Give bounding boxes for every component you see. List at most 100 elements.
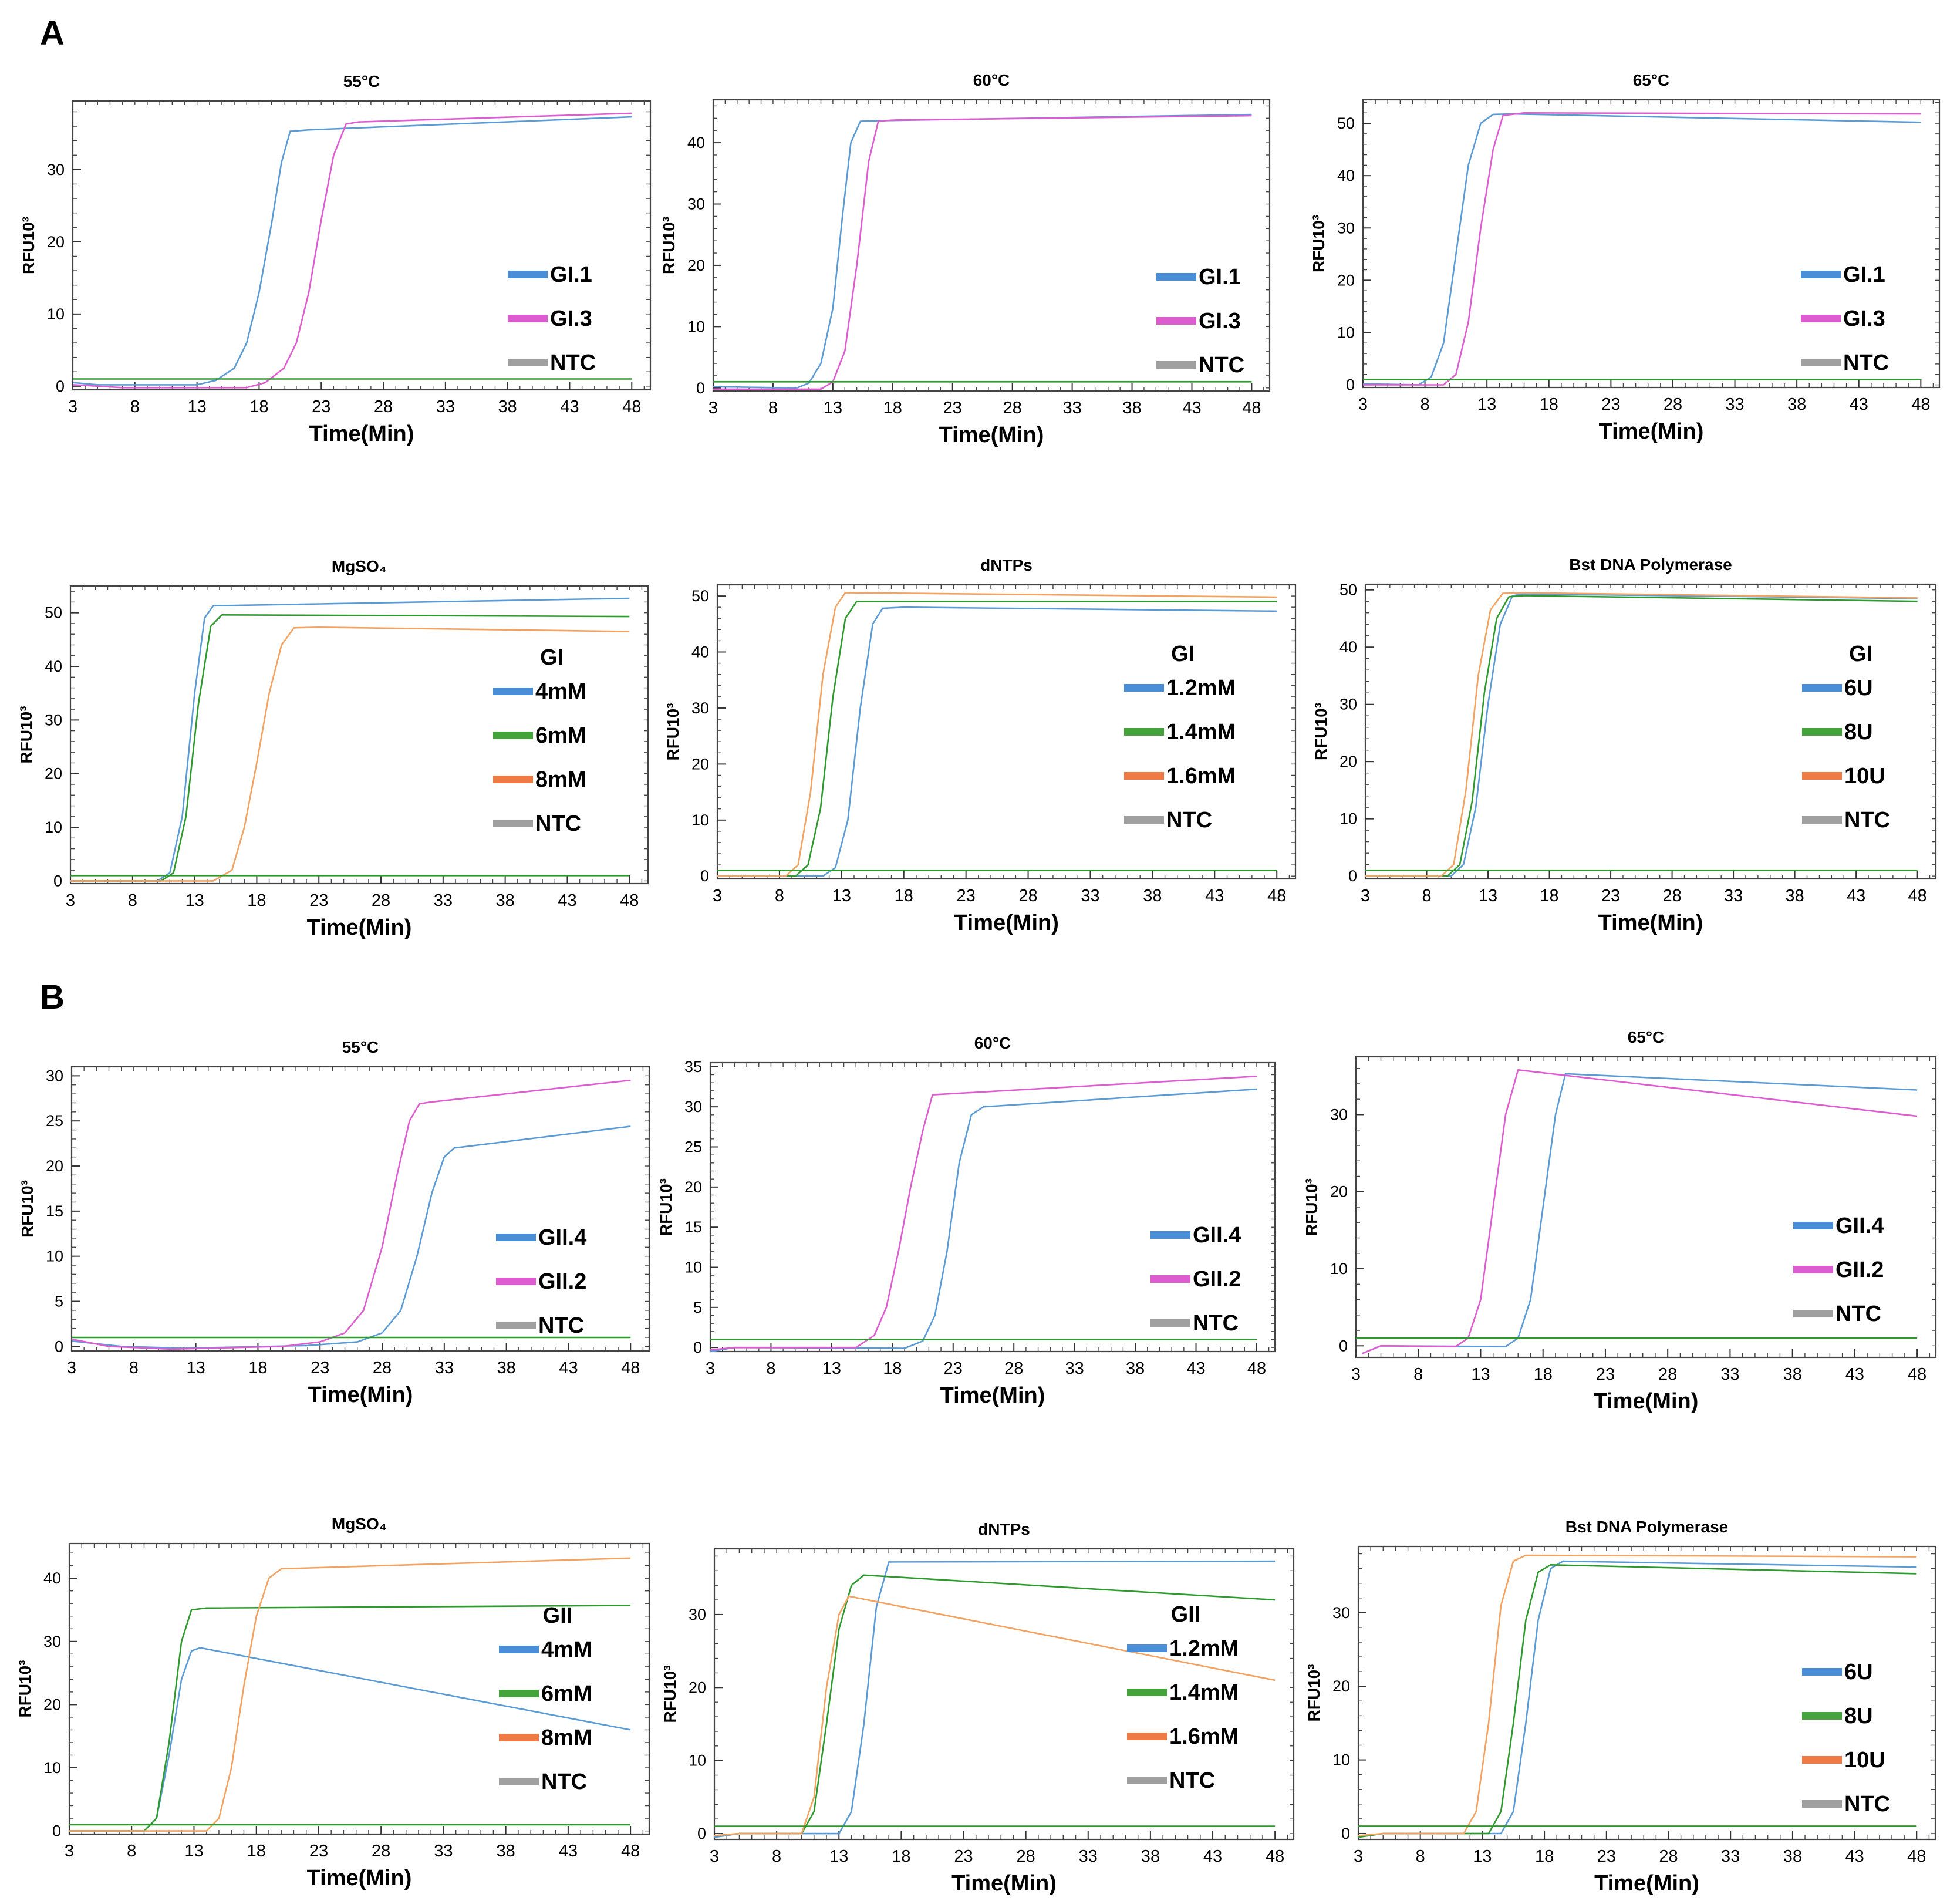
series-line-0 — [717, 606, 1277, 877]
legend-label: GII.2 — [538, 1269, 586, 1294]
chart-title: dNTPs — [978, 1520, 1030, 1538]
chart-B4: 3 8 13 18 23 28 33 38 43 48010203040MgSO₄Time(Min… — [16, 1515, 650, 1890]
x-tick-label: 8 — [772, 1847, 781, 1866]
legend: GII.4 GII.2 NTC — [496, 1225, 586, 1338]
x-tick-label: 18 — [247, 891, 266, 910]
legend-swatch — [1150, 1319, 1190, 1327]
plot-frame — [68, 1542, 650, 1835]
series-line-1 — [70, 614, 630, 882]
legend-label: NTC — [1843, 351, 1889, 375]
legend-swatch — [1156, 361, 1196, 369]
legend-swatch — [499, 1778, 539, 1785]
chart-title: 65°C — [1633, 71, 1670, 89]
y-tick-label: 10 — [43, 1759, 61, 1777]
series-line-1 — [1362, 1069, 1918, 1354]
y-tick-label: 0 — [1341, 1825, 1350, 1842]
x-tick-label: 18 — [1534, 1365, 1553, 1384]
legend-swatch — [1802, 684, 1842, 692]
x-tick-label: 23 — [1596, 1365, 1615, 1384]
y-tick-label: 20 — [687, 257, 705, 274]
x-axis-label: Time(Min) — [1594, 1389, 1699, 1414]
legend-swatch — [1802, 1712, 1842, 1720]
legend-label: 8U — [1844, 1704, 1873, 1728]
y-tick-label: 0 — [696, 379, 705, 397]
series-line-0 — [1362, 1073, 1918, 1354]
x-tick-label: 38 — [1143, 887, 1162, 905]
panel-letter-a: A — [40, 14, 65, 52]
x-tick-label: 43 — [1850, 395, 1868, 414]
legend: GI 6U 8U 10U NTC — [1802, 642, 1890, 833]
chart-B2: 3 8 13 18 23 28 33 38 43 480510152025303560°CTime… — [657, 1034, 1276, 1408]
x-tick-label: 38 — [1126, 1359, 1145, 1378]
chart-title: dNTPs — [980, 556, 1033, 574]
y-tick-label: 0 — [1348, 867, 1357, 885]
series-line-2 — [717, 592, 1277, 877]
legend-label: NTC — [1835, 1302, 1881, 1326]
legend-swatch — [499, 1734, 539, 1741]
chart-A2: 3 8 13 18 23 28 33 38 43 4801020304060°CTime(Min)… — [660, 71, 1271, 447]
y-tick-label: 40 — [45, 658, 62, 675]
series-line-2 — [714, 1595, 1276, 1837]
legend-label: 6U — [1844, 676, 1873, 700]
x-tick-label: 28 — [1658, 1365, 1677, 1384]
legend-label: 6mM — [541, 1681, 592, 1706]
y-axis-label: RFU10³ — [661, 1665, 679, 1723]
legend-swatch — [1802, 728, 1842, 736]
y-tick-label: 10 — [691, 811, 709, 829]
x-axis-label: Time(Min) — [951, 1871, 1057, 1896]
x-tick-label: 18 — [895, 887, 913, 905]
x-tick-label: 48 — [1911, 395, 1930, 414]
y-tick-label: 0 — [52, 1822, 61, 1840]
legend-swatch — [1801, 315, 1841, 322]
plot-frame — [70, 1066, 650, 1352]
y-tick-label: 0 — [1346, 376, 1355, 394]
legend-label: 8mM — [541, 1726, 592, 1750]
x-tick-label: 33 — [1725, 395, 1744, 414]
x-tick-label: 23 — [944, 1359, 963, 1378]
legend-swatch — [499, 1646, 539, 1653]
legend-swatch — [1127, 1777, 1167, 1784]
x-tick-label: 8 — [1422, 887, 1431, 905]
x-tick-label: 48 — [1907, 1847, 1926, 1866]
x-tick-label: 8 — [1413, 1365, 1423, 1384]
x-tick-label: 8 — [1416, 1847, 1425, 1866]
x-axis-label: Time(Min) — [954, 911, 1059, 935]
x-tick-label: 13 — [832, 887, 851, 905]
x-tick-label: 8 — [1420, 395, 1430, 414]
legend-swatch — [1124, 772, 1164, 780]
legend-label: 6mM — [535, 723, 586, 748]
y-tick-label: 10 — [47, 305, 65, 323]
x-tick-label: 3 — [706, 1359, 715, 1378]
x-tick-label: 38 — [1122, 399, 1141, 417]
x-tick-label: 13 — [1477, 395, 1496, 414]
x-tick-label: 28 — [1659, 1847, 1678, 1866]
chart-title: MgSO₄ — [332, 1515, 387, 1533]
x-tick-label: 3 — [1351, 1365, 1361, 1384]
legend-label: NTC — [1199, 353, 1244, 378]
y-tick-label: 15 — [46, 1202, 63, 1220]
legend-swatch — [493, 732, 533, 739]
y-axis-label: RFU10³ — [17, 706, 35, 763]
legend: GI.1 GI.3 NTC — [1156, 265, 1244, 378]
x-tick-label: 13 — [185, 891, 204, 910]
chart-title: 65°C — [1628, 1028, 1665, 1046]
y-tick-label: 30 — [689, 1606, 706, 1623]
x-tick-label: 3 — [66, 891, 75, 910]
y-tick-label: 30 — [691, 699, 709, 717]
x-tick-label: 33 — [1079, 1847, 1098, 1866]
legend-label: 1.2mM — [1166, 676, 1236, 700]
x-tick-label: 8 — [128, 891, 137, 910]
x-tick-label: 43 — [1847, 887, 1865, 905]
x-tick-label: 23 — [312, 397, 330, 416]
x-tick-label: 13 — [822, 1359, 841, 1378]
plot-frame — [712, 99, 1271, 392]
y-tick-label: 30 — [1330, 1106, 1348, 1123]
legend-swatch — [496, 1322, 536, 1329]
y-tick-label: 30 — [45, 711, 62, 729]
legend-swatch — [493, 776, 533, 783]
x-axis-label: Time(Min) — [1599, 419, 1704, 444]
x-tick-label: 28 — [1664, 395, 1682, 414]
legend-swatch — [508, 359, 548, 366]
y-tick-label: 20 — [1337, 271, 1355, 289]
series-line-2 — [1365, 592, 1918, 877]
